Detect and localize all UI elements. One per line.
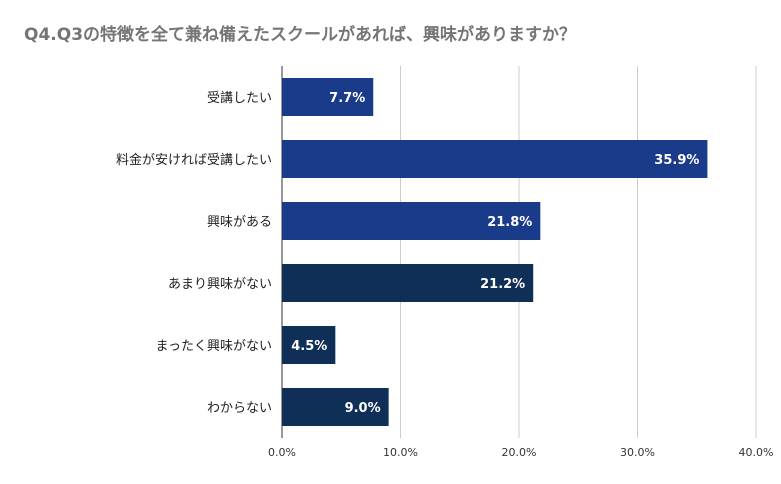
data-label: 35.9% xyxy=(654,153,699,168)
category-labels: 受講したい料金が安ければ受講したい興味があるあまり興味がないまったく興味がないわ… xyxy=(116,90,272,416)
category-label: わからない xyxy=(207,401,272,416)
x-tick-label: 10.0% xyxy=(383,446,418,459)
chart-title: Q4.Q3の特徴を全て兼ね備えたスクールがあれば、興味がありますか？ xyxy=(24,25,577,45)
category-label: 興味がある xyxy=(207,215,272,230)
data-label: 9.0% xyxy=(345,401,381,416)
bar xyxy=(282,140,708,178)
gridlines xyxy=(400,66,757,438)
data-labels: 7.7% 35.9% 21.8% 21.2% 4.5% 9.0% xyxy=(291,91,699,416)
x-tick-label: 20.0% xyxy=(502,446,537,459)
bar xyxy=(282,78,374,116)
data-label: 21.2% xyxy=(480,277,525,292)
bars xyxy=(282,78,708,426)
category-label: 受講したい xyxy=(207,90,272,106)
x-tick-labels: 0.0% 10.0% 20.0% 30.0% 40.0% xyxy=(268,446,773,459)
x-tick-label: 30.0% xyxy=(620,446,655,459)
bar xyxy=(282,202,541,240)
bar xyxy=(282,264,534,302)
category-label: まったく興味がない xyxy=(156,339,272,354)
x-tick-label: 40.0% xyxy=(739,446,774,459)
category-label: あまり興味がない xyxy=(168,277,272,292)
data-label: 21.8% xyxy=(487,215,532,230)
data-label: 7.7% xyxy=(329,91,365,106)
bar xyxy=(282,326,336,364)
bar xyxy=(282,388,389,426)
x-tick-label: 0.0% xyxy=(268,446,296,459)
category-label: 料金が安ければ受講したい xyxy=(116,152,272,168)
data-label: 4.5% xyxy=(291,339,327,354)
